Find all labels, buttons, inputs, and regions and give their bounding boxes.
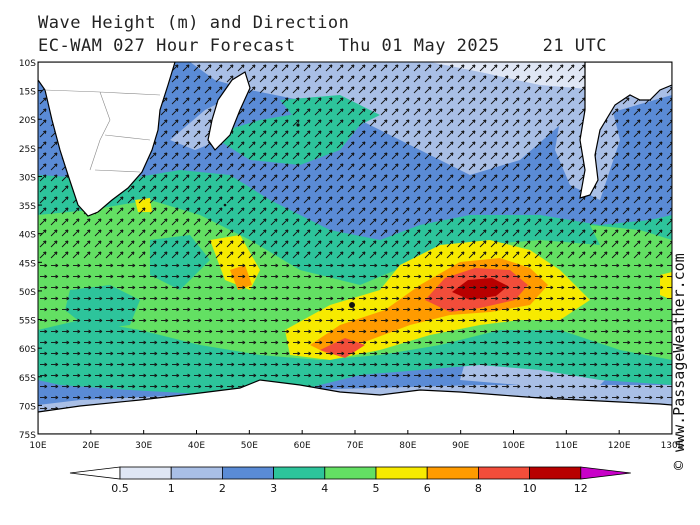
- lon-label: 20E: [82, 441, 99, 451]
- lat-label: 50S: [19, 288, 36, 298]
- legend-swatch: [375, 466, 428, 480]
- lon-label: 50E: [241, 441, 258, 451]
- island-marker-2: [223, 203, 227, 207]
- australia-landmass: [579, 62, 672, 199]
- lon-label: 110E: [555, 441, 578, 451]
- legend-tick-label: 12: [574, 482, 588, 495]
- africa-borders: [44, 89, 161, 173]
- legend-tick-label: 4: [321, 482, 328, 495]
- legend-swatch: [221, 466, 274, 480]
- wave-height-field: [38, 62, 672, 434]
- lat-label: 45S: [19, 259, 36, 269]
- lon-label: 100E: [502, 441, 525, 451]
- legend-swatch: [426, 466, 479, 480]
- date-label: Thu 01 May 2025: [338, 36, 500, 56]
- legend-swatch: [119, 466, 172, 480]
- lat-label: 30S: [19, 173, 36, 183]
- latitude-axis: 10S 15S 20S 25S 30S 35S 40S 45S 50S 55S 60S 65S 70S 7…: [19, 59, 42, 441]
- time-label: 21 UTC: [542, 36, 607, 56]
- chart-title: Wave Height (m) and Direction: [38, 13, 350, 33]
- kerguelen-island: [349, 302, 355, 308]
- lat-label: 65S: [19, 374, 36, 384]
- legend-swatch: [170, 466, 223, 480]
- legend-swatch: [580, 466, 631, 480]
- lat-label: 70S: [19, 402, 36, 412]
- longitude-axis: 10E 20E 30E 40E 50E 60E 70E 80E 90E 100E 110E 120E 1…: [29, 430, 684, 451]
- legend-swatch: [529, 466, 582, 480]
- madagascar: [207, 71, 251, 151]
- lon-label: 80E: [399, 441, 416, 451]
- lat-label: 40S: [19, 231, 36, 241]
- legend-tick-label: 8: [475, 482, 482, 495]
- legend-tick-label: 0.5: [111, 482, 129, 495]
- wave-height-legend: 0.5 1 2 3 4 5 6 8 10 12: [69, 466, 631, 495]
- copyright-label: © www.PassageWeather.com: [670, 253, 688, 470]
- legend-tick-label: 3: [270, 482, 277, 495]
- lon-label: 120E: [608, 441, 631, 451]
- legend-tick-label: 1: [168, 482, 175, 495]
- lat-label: 60S: [19, 345, 36, 355]
- legend-tick-label: 2: [219, 482, 226, 495]
- lat-label: 25S: [19, 145, 36, 155]
- lat-label: 15S: [19, 88, 36, 98]
- lat-label: 35S: [19, 202, 36, 212]
- lat-label: 75S: [19, 431, 36, 441]
- lat-label: 55S: [19, 317, 36, 327]
- lon-label: 10E: [29, 441, 46, 451]
- legend-tick-label: 6: [424, 482, 431, 495]
- lat-label: 10S: [19, 59, 36, 69]
- legend-swatch: [273, 466, 326, 480]
- legend-swatch: [324, 466, 377, 480]
- lon-label: 70E: [346, 441, 363, 451]
- lon-label: 130E: [661, 441, 684, 451]
- lon-label: 60E: [294, 441, 311, 451]
- lon-label: 30E: [135, 441, 152, 451]
- island-marker: [296, 123, 300, 127]
- antarctica-landmass: [38, 379, 672, 434]
- africa-landmass: [38, 62, 176, 217]
- forecast-subtitle: EC-WAM 027 Hour Forecast Thu 01 May 2025…: [38, 36, 607, 56]
- legend-swatch: [69, 466, 121, 480]
- lon-label: 40E: [188, 441, 205, 451]
- legend-swatch: [477, 466, 530, 480]
- legend-tick-label: 5: [373, 482, 380, 495]
- model-label: EC-WAM 027 Hour Forecast: [38, 36, 296, 56]
- lon-label: 90E: [452, 441, 469, 451]
- lat-label: 20S: [19, 116, 36, 126]
- legend-tick-label: 10: [523, 482, 537, 495]
